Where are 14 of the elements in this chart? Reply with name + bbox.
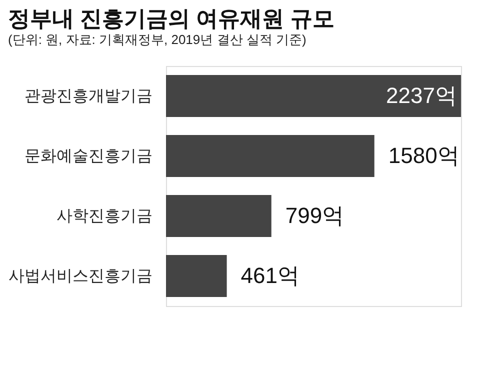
bar xyxy=(166,75,461,117)
y-tick-label: 관광진흥개발기금 xyxy=(24,88,152,105)
data-label: 799억 xyxy=(285,203,344,228)
chart-title: 정부내 진흥기금의 여유재원 규모 xyxy=(8,6,334,31)
chart-subtitle: (단위: 원, 자료: 기획재정부, 2019년 결산 실적 기준) xyxy=(8,32,306,47)
data-label: 1580억 xyxy=(388,143,460,168)
y-tick-label: 사학진흥기금 xyxy=(56,208,152,225)
y-tick-label: 문화예술진흥기금 xyxy=(24,148,152,165)
data-label: 461억 xyxy=(240,263,300,288)
bar xyxy=(166,135,374,177)
bar xyxy=(166,255,227,297)
y-tick-label: 사법서비스진흥기금 xyxy=(8,268,152,285)
data-label: 2237억 xyxy=(386,83,457,108)
bar xyxy=(166,195,272,237)
